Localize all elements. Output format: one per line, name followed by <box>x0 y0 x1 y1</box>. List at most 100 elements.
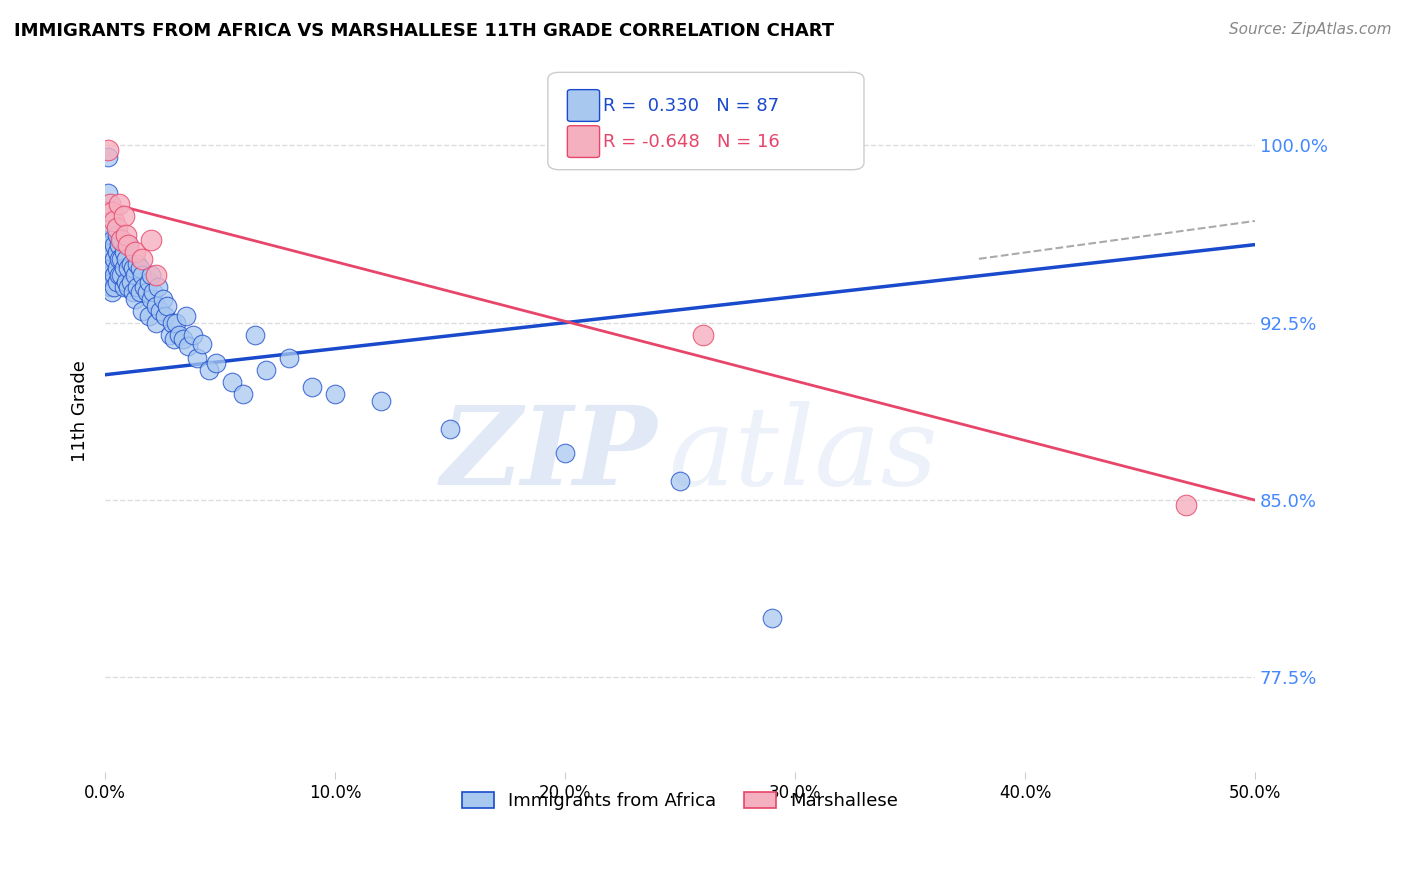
Point <box>103 268 125 283</box>
Point <box>278 351 301 366</box>
Point <box>96 143 118 157</box>
Point <box>96 186 118 200</box>
Point <box>105 261 128 276</box>
Point <box>101 233 124 247</box>
Point <box>131 268 153 283</box>
Point <box>145 316 167 330</box>
Text: IMMIGRANTS FROM AFRICA VS MARSHALLESE 11TH GRADE CORRELATION CHART: IMMIGRANTS FROM AFRICA VS MARSHALLESE 11… <box>14 22 834 40</box>
Point <box>115 276 138 290</box>
Point <box>105 276 128 290</box>
Point <box>105 244 128 259</box>
Point <box>115 252 138 266</box>
Point <box>117 280 139 294</box>
Point <box>105 228 128 243</box>
Point <box>110 233 132 247</box>
Point <box>177 339 200 353</box>
Point <box>124 244 146 259</box>
Point <box>98 280 121 294</box>
Point <box>554 446 576 460</box>
Point <box>110 252 132 266</box>
Point <box>98 244 121 259</box>
Point <box>103 252 125 266</box>
Point <box>120 276 142 290</box>
Point <box>101 276 124 290</box>
Point <box>120 256 142 270</box>
Text: atlas: atlas <box>668 401 938 508</box>
Point <box>105 221 128 235</box>
Point <box>669 474 692 488</box>
Point <box>156 299 179 313</box>
Y-axis label: 11th Grade: 11th Grade <box>72 360 89 462</box>
Point <box>141 292 163 306</box>
Point <box>110 268 132 283</box>
Point <box>108 252 131 266</box>
Point <box>101 244 124 259</box>
Point <box>174 309 197 323</box>
Point <box>108 197 131 211</box>
Point <box>121 261 143 276</box>
Point <box>108 237 131 252</box>
Point <box>131 303 153 318</box>
Legend: Immigrants from Africa, Marshallese: Immigrants from Africa, Marshallese <box>454 784 905 817</box>
Point <box>163 332 186 346</box>
Point <box>98 221 121 235</box>
Point <box>96 233 118 247</box>
FancyBboxPatch shape <box>568 126 599 158</box>
Point <box>103 214 125 228</box>
Point <box>112 280 135 294</box>
Point <box>172 332 194 346</box>
Point <box>98 256 121 270</box>
Point <box>254 363 277 377</box>
Point <box>115 228 138 243</box>
Point <box>138 276 160 290</box>
Point <box>149 303 172 318</box>
Point <box>110 233 132 247</box>
Point <box>108 268 131 283</box>
Point <box>153 309 176 323</box>
Point <box>761 611 783 625</box>
Point <box>145 268 167 283</box>
Point <box>101 261 124 276</box>
Point <box>181 327 204 342</box>
Point <box>103 280 125 294</box>
Point <box>197 363 219 377</box>
Point <box>160 316 183 330</box>
Point <box>117 237 139 252</box>
Point <box>221 375 243 389</box>
Point <box>692 327 714 342</box>
Point <box>101 285 124 299</box>
Point <box>98 268 121 283</box>
Point <box>166 316 188 330</box>
Point <box>141 233 163 247</box>
Point <box>142 285 165 299</box>
Text: R =  0.330   N = 87: R = 0.330 N = 87 <box>603 96 779 114</box>
Point <box>121 285 143 299</box>
Point <box>127 280 149 294</box>
Point <box>152 292 174 306</box>
Point <box>135 285 157 299</box>
Point <box>145 299 167 313</box>
FancyBboxPatch shape <box>568 89 599 121</box>
Point <box>124 268 146 283</box>
Point <box>131 252 153 266</box>
Point <box>301 379 323 393</box>
Point <box>1174 498 1197 512</box>
Point <box>232 386 254 401</box>
Point <box>128 261 150 276</box>
Point <box>96 150 118 164</box>
Point <box>96 237 118 252</box>
Point <box>134 280 156 294</box>
Text: R = -0.648   N = 16: R = -0.648 N = 16 <box>603 133 780 151</box>
Point <box>138 309 160 323</box>
Point <box>159 327 181 342</box>
Text: Source: ZipAtlas.com: Source: ZipAtlas.com <box>1229 22 1392 37</box>
Point <box>146 280 169 294</box>
Point <box>370 393 392 408</box>
Point <box>243 327 266 342</box>
Point <box>128 285 150 299</box>
Point <box>124 292 146 306</box>
Point <box>439 422 461 436</box>
Point <box>191 337 214 351</box>
Point <box>127 256 149 270</box>
Point <box>98 197 121 211</box>
